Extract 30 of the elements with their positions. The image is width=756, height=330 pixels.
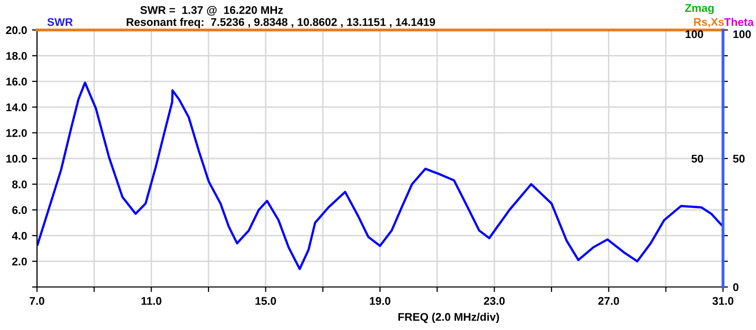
y-tick-label: 2.0 [12,258,27,266]
y-tick-label: 10.0 [6,154,27,163]
y2-tick-label: 50 [733,154,745,163]
x-tick-label: 23.0 [484,297,505,305]
y2-tick-label: 100 [733,30,751,38]
x-tick-label: 31.0 [712,297,734,305]
y-tick-label: 8.0 [12,180,27,188]
chart-title: SWR = 1.37 @ 16.220 MHz [140,6,283,16]
y2-tick-label: 0 [733,283,738,292]
y-tick-label: 14.0 [6,103,27,112]
y3-tick-label: 100 [686,30,704,38]
y-tick-label: 6.0 [12,206,27,214]
y2-axis-title: Zmag [685,4,714,14]
chart-subtitle: Resonant freq: 7.5236 , 9.8348 , 10.8602 , 13.1151 , 14.1419 [126,18,436,28]
y-tick-label: 18.0 [6,52,27,60]
x-tick-label: 15.0 [256,297,276,305]
line-series [37,82,723,270]
y3-axis-title: Theta [724,18,754,26]
y3-tick-label: 50 [692,154,704,163]
y-tick-label: 4.0 [12,232,27,240]
ref-line-label: Rs,Xs [694,18,724,28]
x-axis-title: FREQ (2.0 MHz/div) [398,312,499,324]
y-tick-label: 16.0 [6,78,27,86]
x-tick-label: 7.0 [30,297,44,305]
x-tick-label: 19.0 [370,297,390,305]
y-axis-title: SWR [47,18,73,26]
x-tick-label: 11.0 [142,297,162,305]
y-tick-label: 12.0 [6,129,27,137]
x-tick-label: 27.0 [598,297,620,305]
y-tick-label: 20.0 [6,26,27,34]
